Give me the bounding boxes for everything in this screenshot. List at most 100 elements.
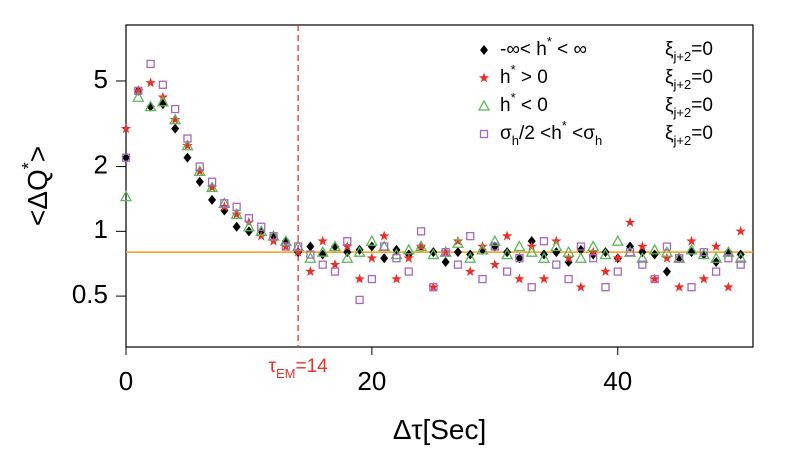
data-point — [723, 281, 734, 292]
data-point — [415, 241, 427, 251]
data-point — [403, 252, 414, 263]
data-point — [306, 241, 315, 252]
data-point — [527, 283, 536, 292]
data-point — [181, 139, 194, 151]
data-point — [501, 230, 513, 241]
data-point — [366, 252, 378, 263]
data-point — [637, 241, 648, 251]
data-point — [711, 267, 721, 276]
text-part: * — [19, 162, 39, 169]
data-point — [490, 242, 499, 251]
legend-marker — [480, 45, 488, 55]
text-part: /2 <h — [519, 123, 562, 144]
data-point — [220, 199, 229, 208]
data-point — [195, 176, 204, 187]
data-point — [648, 243, 661, 255]
text-part: τ — [268, 356, 276, 377]
data-point — [600, 266, 611, 276]
data-point — [465, 266, 476, 276]
data-point — [552, 247, 561, 258]
data-point — [404, 267, 413, 276]
data-point — [722, 245, 735, 257]
y-axis-label: <ΔQ*> — [19, 146, 54, 226]
data-point — [353, 245, 366, 257]
data-point — [575, 281, 587, 292]
data-point — [367, 274, 377, 284]
text-part: h — [595, 133, 602, 148]
x-tick-label: 40 — [603, 366, 632, 396]
data-point — [452, 235, 464, 246]
data-point — [488, 234, 501, 246]
data-point — [194, 165, 205, 176]
data-point — [441, 248, 450, 257]
data-point — [490, 241, 499, 252]
data-point — [685, 243, 698, 255]
text-part: h — [500, 95, 511, 116]
data-point — [183, 134, 192, 143]
data-point — [515, 253, 524, 264]
data-point — [134, 86, 143, 95]
annotation: τEM=14 — [268, 356, 328, 381]
data-point — [329, 259, 341, 270]
data-point — [257, 222, 266, 231]
data-point — [158, 80, 168, 89]
legend-marker — [477, 99, 491, 111]
data-point — [638, 260, 647, 269]
data-point — [341, 251, 354, 263]
data-point — [611, 234, 624, 246]
data-point — [552, 260, 561, 269]
data-point — [589, 254, 598, 263]
data-point — [317, 235, 328, 246]
data-point — [305, 266, 316, 276]
data-point — [293, 242, 303, 251]
legend-marker — [478, 72, 490, 83]
data-point — [636, 251, 649, 263]
data-point — [122, 152, 130, 163]
legend-condition: ξj+2=0 — [665, 67, 713, 92]
y-tick-label: 5 — [94, 64, 108, 94]
data-point — [675, 254, 684, 263]
legend-marker — [479, 129, 489, 139]
data-point — [328, 240, 342, 252]
text-part: < 0 — [516, 95, 548, 116]
text-part: j+2 — [673, 105, 692, 120]
data-point — [564, 274, 573, 284]
data-point — [587, 246, 599, 257]
data-point — [414, 240, 428, 252]
data-point — [428, 281, 439, 292]
x-tick-label: 20 — [357, 366, 386, 396]
data-point — [380, 242, 389, 251]
legend-label: -∞< h* < ∞ — [500, 34, 587, 60]
legend-condition: ξj+2=0 — [665, 95, 713, 120]
data-point — [390, 248, 403, 260]
data-point — [562, 245, 575, 257]
data-point — [269, 231, 278, 241]
data-point — [662, 242, 672, 251]
data-point — [576, 242, 586, 251]
data-point — [736, 260, 745, 269]
data-point — [440, 246, 451, 257]
data-point — [441, 257, 450, 268]
data-point — [502, 267, 512, 276]
text-part: < ∞ — [552, 39, 587, 60]
data-point — [316, 245, 329, 257]
data-point — [574, 251, 587, 263]
data-point — [662, 266, 671, 277]
data-point — [121, 153, 131, 162]
data-point — [182, 140, 193, 151]
data-point — [625, 248, 635, 257]
data-point — [550, 240, 563, 252]
data-point — [171, 123, 180, 134]
data-point — [242, 220, 256, 232]
data-point — [451, 236, 465, 248]
data-point — [734, 251, 747, 263]
data-point — [525, 245, 538, 257]
y-tick-label: 2 — [94, 149, 108, 179]
text-part: * — [511, 62, 516, 77]
data-point — [453, 247, 462, 258]
data-point — [207, 177, 217, 186]
data-point — [355, 244, 364, 255]
legend-condition: ξj+2=0 — [665, 123, 713, 148]
text-part: h — [500, 67, 511, 88]
data-point — [145, 77, 156, 88]
